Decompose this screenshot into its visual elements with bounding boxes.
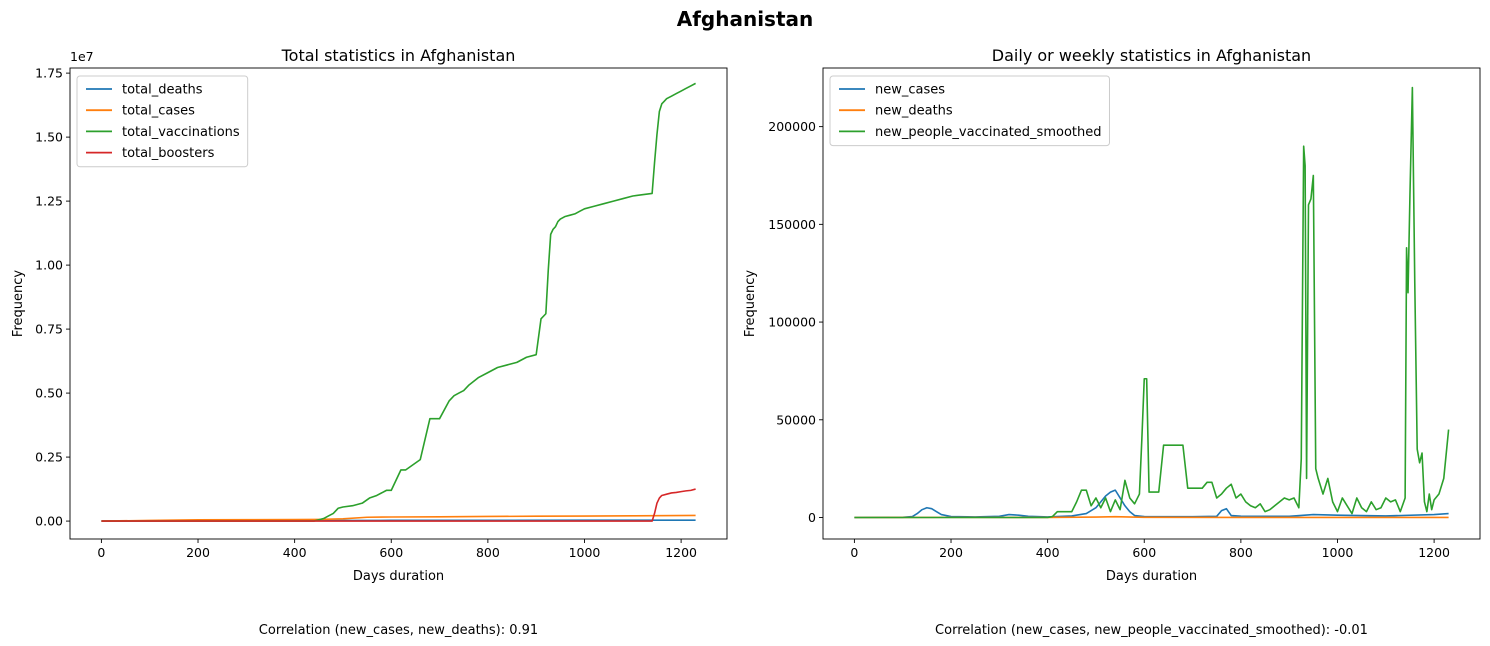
y-offset-text: 1e7: [70, 49, 94, 64]
legend-entry-new_deaths: new_deaths: [875, 104, 953, 119]
x-tick-label: 0: [97, 545, 105, 560]
correlation-note: Correlation (new_cases, new_deaths): 0.9…: [259, 623, 538, 638]
series-group: [101, 82, 696, 522]
x-axis-label: Days duration: [353, 569, 444, 584]
y-tick-label: 200000: [768, 119, 816, 134]
x-tick-label: 1000: [569, 545, 601, 560]
x-tick-label: 600: [379, 545, 403, 560]
legend-box: [829, 75, 1110, 147]
series-group: [854, 86, 1450, 519]
y-tick-label: 1.50: [35, 130, 63, 145]
legend-entry-new_people_vaccinated_smoothed: new_people_vaccinated_smoothed: [875, 125, 1101, 140]
legend-box: [76, 75, 249, 168]
y-tick-label: 0.25: [35, 450, 63, 465]
panel-total-statistics: Total statistics in Afghanistan 0 200 400 60…: [11, 46, 728, 638]
x-tick-label: 400: [1036, 545, 1060, 560]
series-line-total_cases: [101, 514, 696, 522]
y-tick-label: 0.50: [35, 386, 63, 401]
legend-entry-total_vaccinations: total_vaccinations: [122, 125, 240, 140]
y-tick-label: 50000: [776, 412, 816, 427]
x-tick-label: 1000: [1322, 545, 1354, 560]
y-tick-label: 1.75: [35, 66, 63, 81]
legend-entry-total_cases: total_cases: [122, 104, 195, 119]
plot-frame: [69, 67, 728, 540]
x-tick-label: 800: [1229, 545, 1253, 560]
chart-title: Daily or weekly statistics in Afghanista…: [992, 46, 1311, 65]
series-line-new_cases: [854, 489, 1449, 519]
x-tick-label: 400: [283, 545, 307, 560]
x-tick-label: 0: [850, 545, 858, 560]
y-tick-label: 1.00: [35, 258, 63, 273]
legend-entry-total_boosters: total_boosters: [122, 146, 215, 161]
legend: total_deaths total_cases total_vaccination…: [76, 75, 249, 168]
series-line-total_boosters: [101, 488, 696, 522]
correlation-note: Correlation (new_cases, new_people_vacci…: [935, 623, 1368, 638]
x-tick-label: 1200: [1418, 545, 1450, 560]
y-tick-label: 150000: [768, 217, 816, 232]
x-axis-label: Days duration: [1106, 569, 1197, 584]
figure-title: Afghanistan: [677, 7, 814, 31]
legend-entry-new_cases: new_cases: [875, 83, 945, 98]
y-tick-label: 1.25: [35, 194, 63, 209]
y-axis-label: Frequency: [743, 270, 758, 337]
y-axis-label: Frequency: [11, 270, 26, 337]
legend-entry-total_deaths: total_deaths: [122, 83, 203, 98]
y-tick-label: 0: [808, 510, 816, 525]
plot-frame: [822, 67, 1481, 540]
series-line-total_vaccinations: [101, 82, 696, 522]
panel-daily-statistics: Daily or weekly statistics in Afghanista…: [743, 46, 1481, 638]
y-tick-label: 0.75: [35, 322, 63, 337]
y-tick-label: 0.00: [35, 514, 63, 529]
x-tick-label: 200: [939, 545, 963, 560]
x-tick-label: 200: [186, 545, 210, 560]
x-tick-label: 1200: [665, 545, 697, 560]
series-line-new_people_vaccinated_smoothed: [854, 86, 1450, 519]
legend: new_cases new_deaths new_people_vaccinated…: [829, 75, 1110, 147]
y-tick-label: 100000: [768, 315, 816, 330]
x-tick-label: 600: [1132, 545, 1156, 560]
x-tick-label: 800: [476, 545, 500, 560]
chart-title: Total statistics in Afghanistan: [281, 46, 516, 65]
